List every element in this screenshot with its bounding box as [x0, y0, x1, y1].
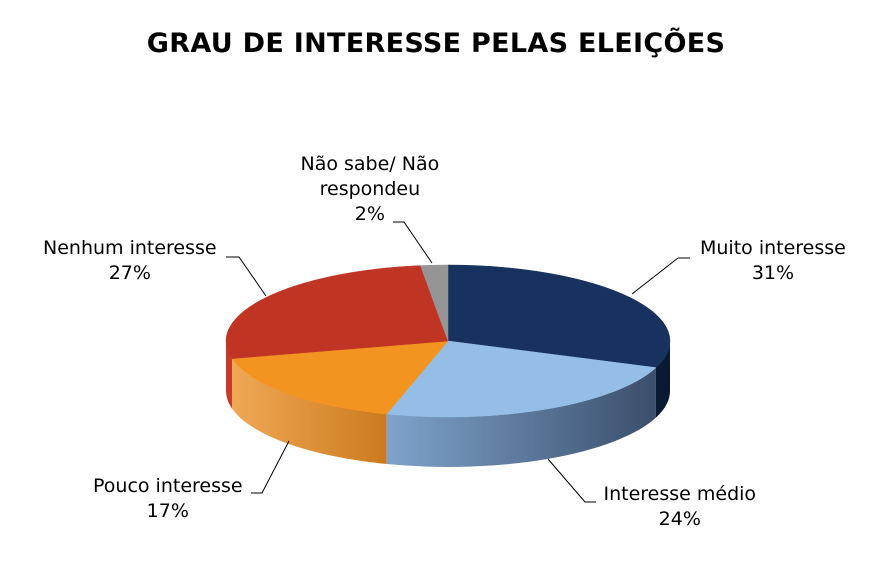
data-label-category: Nenhum interesse — [43, 237, 217, 259]
data-label-category: Muito interesse — [700, 237, 846, 259]
leader-line-nao-sabe-nao-respondeu — [393, 221, 433, 264]
data-label-value: 24% — [658, 508, 701, 530]
data-label-category: Não sabe/ Não — [300, 153, 440, 175]
data-label-category: respondeu — [319, 178, 421, 200]
pie-slice-nenhum-interesse — [225, 265, 449, 359]
leader-lines — [226, 221, 690, 503]
chart-title: GRAU DE INTERESSE PELAS ELEIÇÕES — [146, 28, 726, 59]
pie-slice-nao-sabe-nao-respondeu — [420, 264, 449, 342]
data-label-category: Interesse médio — [603, 483, 757, 505]
data-label-pouco-interesse: Pouco interesse 17% — [93, 474, 243, 524]
pie-slice-muito-interesse — [447, 264, 671, 368]
data-label-nenhum-interesse: Nenhum interesse 27% — [43, 236, 217, 286]
data-label-interesse-medio: Interesse médio 24% — [604, 482, 757, 532]
data-label-nao-sabe-nao-respondeu: Não sabe/ Não respondeu 2% — [301, 152, 440, 227]
pie-side-pouco-interesse — [232, 358, 387, 465]
pie-sides — [226, 341, 670, 468]
pie-side-nenhum-interesse — [226, 341, 233, 409]
pie-slice-interesse-medio — [386, 340, 657, 418]
data-label-muito-interesse: Muito interesse 31% — [700, 236, 846, 286]
leader-line-interesse-medio — [547, 458, 596, 503]
pie-slice-pouco-interesse — [231, 340, 449, 415]
data-label-value: 27% — [108, 262, 151, 284]
leader-line-muito-interesse — [631, 257, 690, 295]
data-label-category: Pouco interesse — [93, 475, 243, 497]
data-label-value: 2% — [354, 203, 385, 225]
leader-line-nenhum-interesse — [226, 256, 267, 297]
pie-side-muito-interesse — [655, 341, 670, 418]
data-label-value: 17% — [146, 500, 189, 522]
data-label-value: 31% — [751, 262, 795, 284]
pie-slices — [225, 264, 671, 418]
pie-side-interesse-medio — [386, 367, 656, 468]
leader-line-pouco-interesse — [251, 440, 290, 494]
